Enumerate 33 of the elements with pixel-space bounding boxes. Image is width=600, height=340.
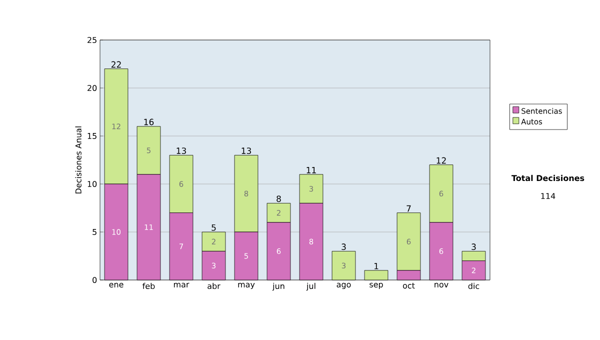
x-tick-label: sep <box>370 282 383 289</box>
y-tick-label: 15 <box>88 133 96 139</box>
total-label: 1 <box>374 262 378 270</box>
x-tick-label: ago <box>336 282 351 289</box>
total-label: 22 <box>111 61 121 68</box>
total-label: 5 <box>212 224 216 231</box>
total-label: 12 <box>436 157 446 164</box>
total-label: 16 <box>144 118 154 126</box>
x-tick-label: abr <box>208 282 220 290</box>
text: 114 <box>541 193 556 199</box>
y-tick-label: 10 <box>88 180 97 188</box>
y-tick-label: 25 <box>88 36 96 44</box>
x-tick-label: dic <box>468 282 480 290</box>
total-label: 3 <box>472 244 476 250</box>
x-tick-label: jun <box>272 282 284 291</box>
y-tick-label: 20 <box>88 84 97 92</box>
total-label: 13 <box>242 148 251 154</box>
total-label: 11 <box>306 166 316 174</box>
total-label: 13 <box>176 148 186 154</box>
x-tick-label: may <box>238 282 255 289</box>
x-tick-label: nov <box>434 282 448 288</box>
y-tick-label: 5 <box>92 229 96 235</box>
x-tick-label: oct <box>402 282 415 289</box>
x-tick-label: ene <box>109 282 124 288</box>
x-tick-label: feb <box>142 282 155 290</box>
text: Total Decisiones <box>511 174 584 182</box>
y-axis-title: Decisiones Anual <box>75 126 82 194</box>
total-label: 3 <box>342 244 346 250</box>
total-label: 8 <box>276 196 281 202</box>
total-label: 7 <box>406 205 411 212</box>
x-tick-label: jul <box>306 282 316 291</box>
x-tick-label: mar <box>174 282 190 288</box>
y-tick-label: 0 <box>92 276 97 284</box>
